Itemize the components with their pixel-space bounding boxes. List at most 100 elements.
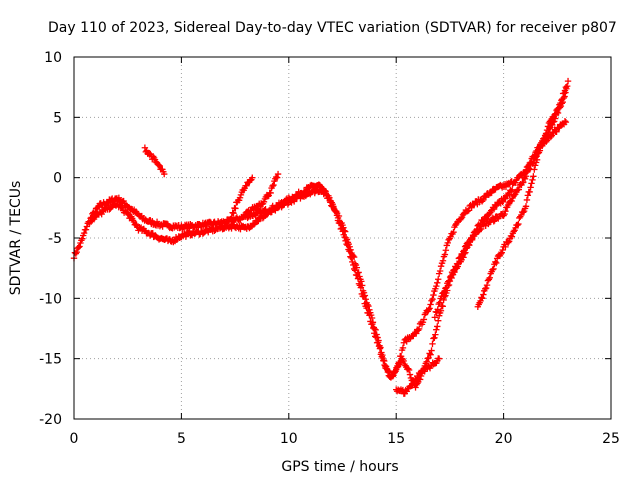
data-point (434, 323, 441, 330)
data-point (374, 334, 381, 341)
data-point (436, 267, 444, 275)
data-point (478, 198, 486, 205)
data-point (115, 194, 123, 201)
data-point (433, 282, 440, 290)
data-point (493, 259, 500, 267)
data-point (546, 125, 553, 132)
data-point (530, 173, 537, 180)
data-point (473, 226, 481, 233)
data-point (431, 314, 439, 321)
data-point (439, 303, 446, 310)
data-point (470, 201, 477, 209)
x-tick-label: 0 (70, 431, 79, 447)
data-point (466, 242, 473, 249)
data-point (400, 357, 407, 365)
data-point (519, 209, 527, 216)
x-tick-label: 25 (602, 431, 620, 447)
data-point (533, 156, 541, 164)
data-point (555, 125, 562, 132)
data-point (465, 241, 472, 248)
x-tick-label: 20 (495, 431, 513, 447)
data-point (445, 277, 453, 284)
data-point (489, 266, 496, 273)
data-point (454, 263, 461, 270)
data-point (497, 250, 505, 258)
data-point (119, 203, 126, 211)
data-point (560, 94, 567, 102)
data-point (441, 251, 449, 258)
data-point (441, 288, 448, 295)
data-point (540, 140, 547, 147)
data-point (427, 351, 434, 358)
y-tick-label: 10 (44, 50, 62, 66)
data-point (356, 273, 363, 280)
data-point (390, 372, 397, 379)
data-point (522, 173, 530, 180)
data-point (438, 293, 445, 300)
data-point (94, 204, 102, 211)
data-point (525, 165, 533, 172)
data-point (429, 295, 436, 303)
data-point (366, 306, 373, 313)
data-point (444, 239, 451, 247)
data-point (488, 189, 495, 196)
data-point (371, 325, 378, 333)
data-point (440, 289, 447, 296)
data-point (372, 326, 379, 334)
data-point (419, 319, 427, 326)
data-point (563, 82, 571, 90)
data-point (461, 250, 468, 257)
series-track-4 (242, 170, 282, 217)
y-tick-label: -5 (48, 231, 62, 247)
data-point (523, 196, 531, 204)
data-point (460, 254, 467, 261)
data-point (554, 109, 562, 117)
data-point (437, 262, 445, 270)
data-point (347, 246, 354, 254)
x-axis-ticks: 0 5 10 15 20 25 (70, 57, 620, 447)
data-point (429, 340, 436, 348)
data-point (508, 197, 515, 205)
grid-lines (74, 57, 611, 419)
data-point (361, 292, 369, 299)
data-point (485, 276, 493, 283)
data-point (437, 307, 445, 314)
data-point (544, 132, 551, 139)
data-point (505, 239, 512, 246)
data-point (483, 215, 490, 222)
data-point (442, 285, 449, 292)
data-point (375, 337, 382, 344)
data-point (435, 276, 442, 283)
data-point (377, 344, 384, 351)
data-point (341, 227, 348, 234)
data-point (425, 306, 432, 313)
data-point (532, 162, 539, 169)
data-point (550, 118, 558, 125)
data-point (330, 203, 337, 211)
data-point (502, 207, 509, 215)
data-point (381, 357, 388, 365)
data-point (415, 325, 423, 333)
data-point (486, 274, 493, 281)
data-point (82, 226, 90, 233)
data-point (430, 291, 437, 299)
data-point (522, 203, 530, 210)
data-point (559, 98, 566, 106)
series-track-5 (227, 174, 256, 223)
data-point (463, 245, 470, 252)
data-point (132, 220, 139, 228)
data-point (267, 189, 274, 197)
data-point (155, 161, 162, 169)
data-point (364, 301, 371, 308)
x-tick-label: 5 (177, 431, 186, 447)
data-point (450, 228, 457, 236)
data-point (490, 265, 497, 273)
data-point (433, 326, 440, 333)
data-point (467, 235, 475, 242)
series-track-8 (474, 77, 572, 310)
data-point (274, 170, 282, 178)
data-point (426, 305, 433, 312)
data-point (434, 306, 441, 313)
data-point (430, 335, 437, 342)
